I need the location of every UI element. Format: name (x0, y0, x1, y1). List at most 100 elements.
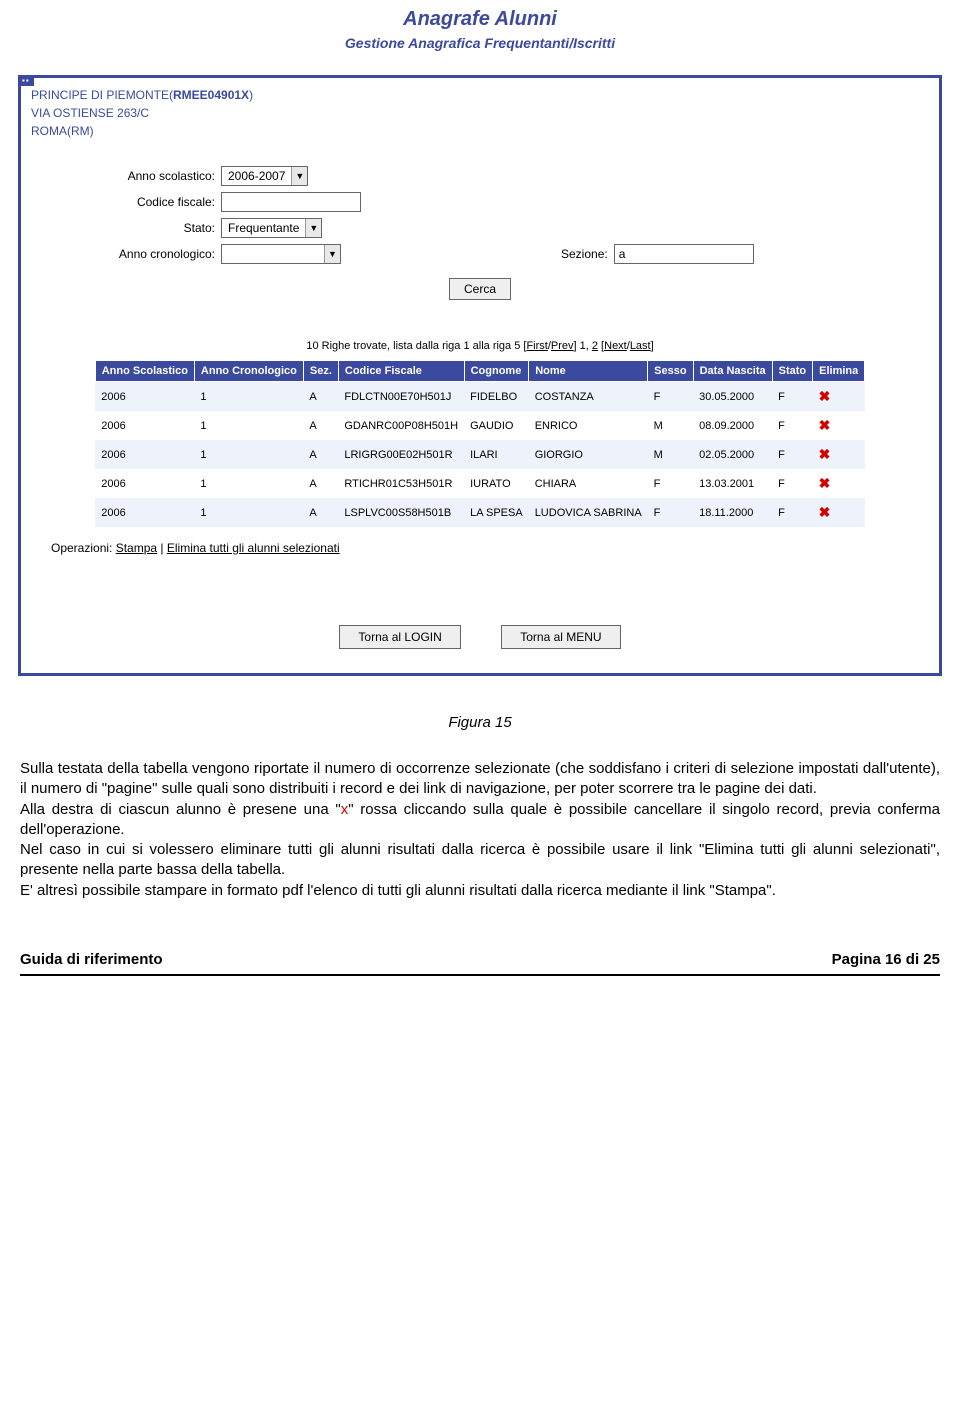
table-cell: IURATO (464, 469, 529, 498)
stampa-link[interactable]: Stampa (116, 541, 157, 555)
app-frame: ▪▪ PRINCIPE DI PIEMONTE(RMEE04901X) VIA … (18, 75, 942, 676)
table-header[interactable]: Codice Fiscale (338, 361, 464, 382)
table-cell: M (648, 440, 693, 469)
delete-cell: ✖ (813, 382, 865, 412)
school-info: PRINCIPE DI PIEMONTE(RMEE04901X) VIA OST… (21, 78, 939, 146)
paragraph-3: Nel caso in cui si volessero eliminare t… (20, 841, 940, 878)
table-cell: ENRICO (529, 411, 648, 440)
table-cell: 08.09.2000 (693, 411, 772, 440)
table-header[interactable]: Anno Scolastico (95, 361, 194, 382)
pager-next-link[interactable]: Next (604, 340, 627, 352)
table-cell: ILARI (464, 440, 529, 469)
operations-label: Operazioni: (51, 541, 116, 555)
table-cell: 13.03.2001 (693, 469, 772, 498)
table-cell: RTICHR01C53H501R (338, 469, 464, 498)
stato-label: Stato: (21, 221, 221, 235)
delete-icon[interactable]: ✖ (819, 504, 831, 520)
delete-cell: ✖ (813, 498, 865, 527)
table-header[interactable]: Cognome (464, 361, 529, 382)
table-cell: F (772, 440, 813, 469)
stato-value: Frequentante (222, 221, 305, 235)
codice-fiscale-label: Codice fiscale: (21, 195, 221, 209)
table-row: 20061ARTICHR01C53H501RIURATOCHIARAF13.03… (95, 469, 865, 498)
delete-cell: ✖ (813, 411, 865, 440)
stato-select[interactable]: Frequentante ▼ (221, 218, 322, 238)
elimina-tutti-link[interactable]: Elimina tutti gli alunni selezionati (167, 541, 340, 555)
table-cell: 2006 (95, 469, 194, 498)
pager-text: 10 Righe trovate, lista dalla riga 1 all… (306, 340, 526, 352)
table-cell: 1 (194, 469, 303, 498)
table-cell: F (648, 469, 693, 498)
anno-scolastico-label: Anno scolastico: (21, 169, 221, 183)
table-cell: 18.11.2000 (693, 498, 772, 527)
pager-first-link[interactable]: First (526, 340, 547, 352)
description-text: Sulla testata della tabella vengono ripo… (20, 759, 940, 901)
delete-icon[interactable]: ✖ (819, 446, 831, 462)
delete-icon[interactable]: ✖ (819, 475, 831, 491)
table-cell: F (648, 382, 693, 412)
delete-cell: ✖ (813, 469, 865, 498)
pager-last-link[interactable]: Last (630, 340, 651, 352)
table-row: 20061AFDLCTN00E70H501JFIDELBOCOSTANZAF30… (95, 382, 865, 412)
table-cell: 2006 (95, 440, 194, 469)
table-cell: F (772, 469, 813, 498)
anno-scolastico-value: 2006-2007 (222, 169, 291, 183)
delete-icon[interactable]: ✖ (819, 388, 831, 404)
table-row: 20061AGDANRC00P08H501HGAUDIOENRICOM08.09… (95, 411, 865, 440)
table-cell: 2006 (95, 411, 194, 440)
sezione-input[interactable] (614, 244, 754, 264)
table-cell: LUDOVICA SABRINA (529, 498, 648, 527)
table-header[interactable]: Sez. (303, 361, 338, 382)
table-header[interactable]: Sesso (648, 361, 693, 382)
table-row: 20061ALSPLVC00S58H501BLA SPESALUDOVICA S… (95, 498, 865, 527)
figure-caption: Figura 15 (0, 714, 960, 731)
anno-cronologico-select[interactable]: ▼ (221, 244, 341, 264)
table-header[interactable]: Stato (772, 361, 813, 382)
table-cell: 1 (194, 411, 303, 440)
table-cell: A (303, 469, 338, 498)
table-header[interactable]: Nome (529, 361, 648, 382)
table-cell: GIORGIO (529, 440, 648, 469)
cerca-button[interactable]: Cerca (449, 278, 511, 300)
anno-cronologico-label: Anno cronologico: (21, 247, 221, 261)
school-city: ROMA(RM) (31, 124, 94, 138)
school-address: VIA OSTIENSE 263/C (31, 106, 149, 120)
table-header[interactable]: Elimina (813, 361, 865, 382)
codice-fiscale-input[interactable] (221, 192, 361, 212)
school-code: RMEE04901X (173, 88, 249, 102)
torna-menu-button[interactable]: Torna al MENU (501, 625, 620, 649)
table-cell: 2006 (95, 382, 194, 412)
table-cell: FDLCTN00E70H501J (338, 382, 464, 412)
table-cell: A (303, 440, 338, 469)
footer-divider (20, 974, 940, 976)
pager-prev-link[interactable]: Prev (551, 340, 574, 352)
table-cell: A (303, 498, 338, 527)
pagination: 10 Righe trovate, lista dalla riga 1 all… (21, 340, 939, 352)
table-cell: COSTANZA (529, 382, 648, 412)
table-cell: M (648, 411, 693, 440)
table-cell: 30.05.2000 (693, 382, 772, 412)
paragraph-4: E' altresì possibile stampare in formato… (20, 882, 776, 899)
table-cell: 02.05.2000 (693, 440, 772, 469)
table-header[interactable]: Data Nascita (693, 361, 772, 382)
page-subtitle: Gestione Anagrafica Frequentanti/Iscritt… (0, 35, 960, 51)
table-cell: GDANRC00P08H501H (338, 411, 464, 440)
page-footer: Guida di riferimento Pagina 16 di 25 (0, 951, 960, 974)
table-cell: LA SPESA (464, 498, 529, 527)
operations-bar: Operazioni: Stampa | Elimina tutti gli a… (51, 541, 939, 555)
footer-left: Guida di riferimento (20, 951, 163, 968)
table-cell: 2006 (95, 498, 194, 527)
table-header[interactable]: Anno Cronologico (194, 361, 303, 382)
torna-login-button[interactable]: Torna al LOGIN (339, 625, 460, 649)
sezione-label: Sezione: (561, 247, 614, 261)
chevron-down-icon: ▼ (305, 219, 321, 237)
anno-scolastico-select[interactable]: 2006-2007 ▼ (221, 166, 308, 186)
page-title: Anagrafe Alunni (0, 8, 960, 31)
table-cell: GAUDIO (464, 411, 529, 440)
table-cell: F (772, 382, 813, 412)
table-cell: LSPLVC00S58H501B (338, 498, 464, 527)
frame-handle-icon: ▪▪ (18, 75, 34, 86)
table-cell: F (772, 411, 813, 440)
chevron-down-icon: ▼ (324, 245, 340, 263)
delete-icon[interactable]: ✖ (819, 417, 831, 433)
